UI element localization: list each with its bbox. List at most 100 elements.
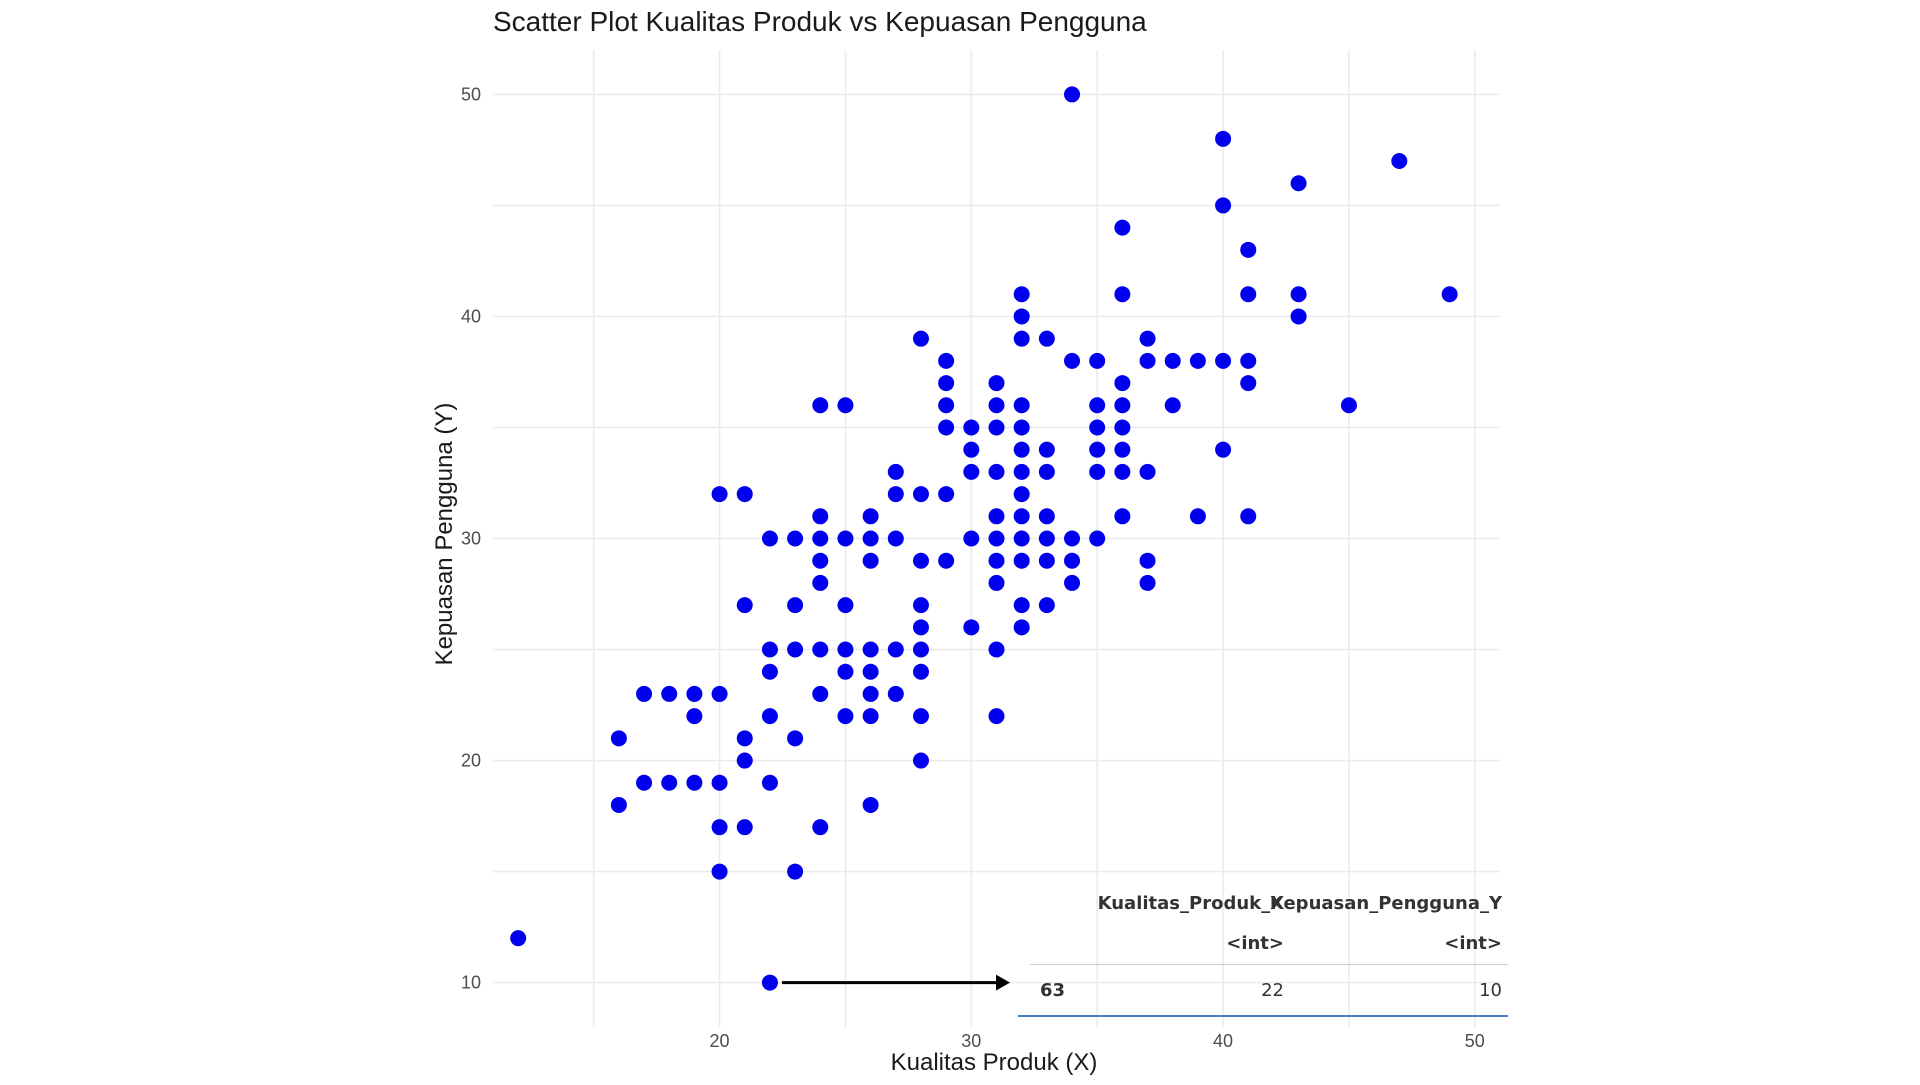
- data-point: [837, 641, 854, 658]
- table-type-row: <int> <int>: [1018, 924, 1508, 964]
- data-point: [988, 508, 1005, 525]
- data-point: [736, 486, 753, 503]
- data-point: [711, 486, 728, 503]
- data-point: [988, 397, 1005, 414]
- data-point: [938, 397, 955, 414]
- data-point: [887, 530, 904, 547]
- data-point: [938, 552, 955, 569]
- data-point: [510, 930, 527, 947]
- data-point: [912, 641, 929, 658]
- data-point: [837, 530, 854, 547]
- data-point: [887, 641, 904, 658]
- data-point: [1038, 530, 1055, 547]
- data-point: [1064, 86, 1081, 103]
- data-point: [1013, 530, 1030, 547]
- data-point: [837, 663, 854, 680]
- data-point: [1114, 441, 1131, 458]
- data-point: [812, 574, 829, 591]
- data-point: [1013, 463, 1030, 480]
- data-point: [661, 774, 678, 791]
- data-point: [1114, 419, 1131, 436]
- data-point: [686, 685, 703, 702]
- data-point: [1240, 352, 1257, 369]
- data-point: [1240, 241, 1257, 258]
- data-point: [610, 730, 627, 747]
- data-point: [912, 752, 929, 769]
- data-point: [988, 574, 1005, 591]
- data-point: [1215, 197, 1232, 214]
- data-point: [862, 641, 879, 658]
- data-point: [761, 708, 778, 725]
- data-point: [1064, 530, 1081, 547]
- data-point: [736, 819, 753, 836]
- data-point: [1114, 463, 1131, 480]
- data-point: [862, 552, 879, 569]
- data-point: [963, 463, 980, 480]
- data-point: [988, 419, 1005, 436]
- data-point: [1064, 552, 1081, 569]
- data-point: [912, 619, 929, 636]
- data-point: [862, 663, 879, 680]
- data-point: [1240, 508, 1257, 525]
- data-point: [1013, 330, 1030, 347]
- data-point: [1340, 397, 1357, 414]
- data-point: [787, 730, 804, 747]
- data-point: [837, 597, 854, 614]
- data-point: [1290, 286, 1307, 303]
- data-point: [1013, 397, 1030, 414]
- data-point: [862, 685, 879, 702]
- data-point: [1038, 597, 1055, 614]
- data-point: [1013, 308, 1030, 325]
- data-point: [1164, 352, 1181, 369]
- data-point: [1189, 508, 1206, 525]
- data-point: [912, 708, 929, 725]
- data-point: [1064, 352, 1081, 369]
- data-point: [1189, 352, 1206, 369]
- data-point: [761, 641, 778, 658]
- x-tick-label: 20: [710, 1031, 730, 1051]
- data-point: [1013, 419, 1030, 436]
- data-point: [787, 863, 804, 880]
- data-point: [1089, 352, 1106, 369]
- data-point: [1290, 308, 1307, 325]
- data-point: [1013, 508, 1030, 525]
- table-bottom-rule: [1018, 1015, 1508, 1017]
- data-point: [736, 752, 753, 769]
- x-tick-label: 30: [961, 1031, 981, 1051]
- data-point: [938, 419, 955, 436]
- chart-title: Scatter Plot Kualitas Produk vs Kepuasan…: [493, 6, 1147, 37]
- data-point: [912, 663, 929, 680]
- data-point: [1089, 419, 1106, 436]
- data-point: [912, 552, 929, 569]
- data-point: [711, 685, 728, 702]
- arrow-head: [996, 974, 1010, 991]
- data-point: [1013, 552, 1030, 569]
- highlighted-row-table: Kualitas_Produk_X Kepuasan_Pengguna_Y <i…: [1018, 884, 1508, 1017]
- data-point: [988, 641, 1005, 658]
- table-column-type: <int>: [1444, 933, 1502, 954]
- data-point: [988, 530, 1005, 547]
- data-point: [787, 530, 804, 547]
- data-point: [988, 375, 1005, 392]
- data-point: [661, 685, 678, 702]
- data-point: [812, 552, 829, 569]
- table-row: 63 22 10: [1018, 971, 1508, 1011]
- data-point: [1038, 441, 1055, 458]
- data-point: [761, 663, 778, 680]
- y-tick-label: 20: [461, 751, 481, 771]
- data-point: [761, 974, 778, 991]
- table-column-type: <int>: [1226, 933, 1284, 954]
- data-point: [1215, 441, 1232, 458]
- data-point: [988, 463, 1005, 480]
- data-point: [812, 685, 829, 702]
- data-point: [1114, 397, 1131, 414]
- table-column-header: Kualitas_Produk_X: [1097, 893, 1284, 914]
- data-point: [1139, 463, 1156, 480]
- y-tick-label: 40: [461, 306, 481, 326]
- data-point: [1240, 375, 1257, 392]
- data-point: [610, 796, 627, 813]
- data-point: [887, 486, 904, 503]
- data-point: [1139, 552, 1156, 569]
- data-point: [686, 708, 703, 725]
